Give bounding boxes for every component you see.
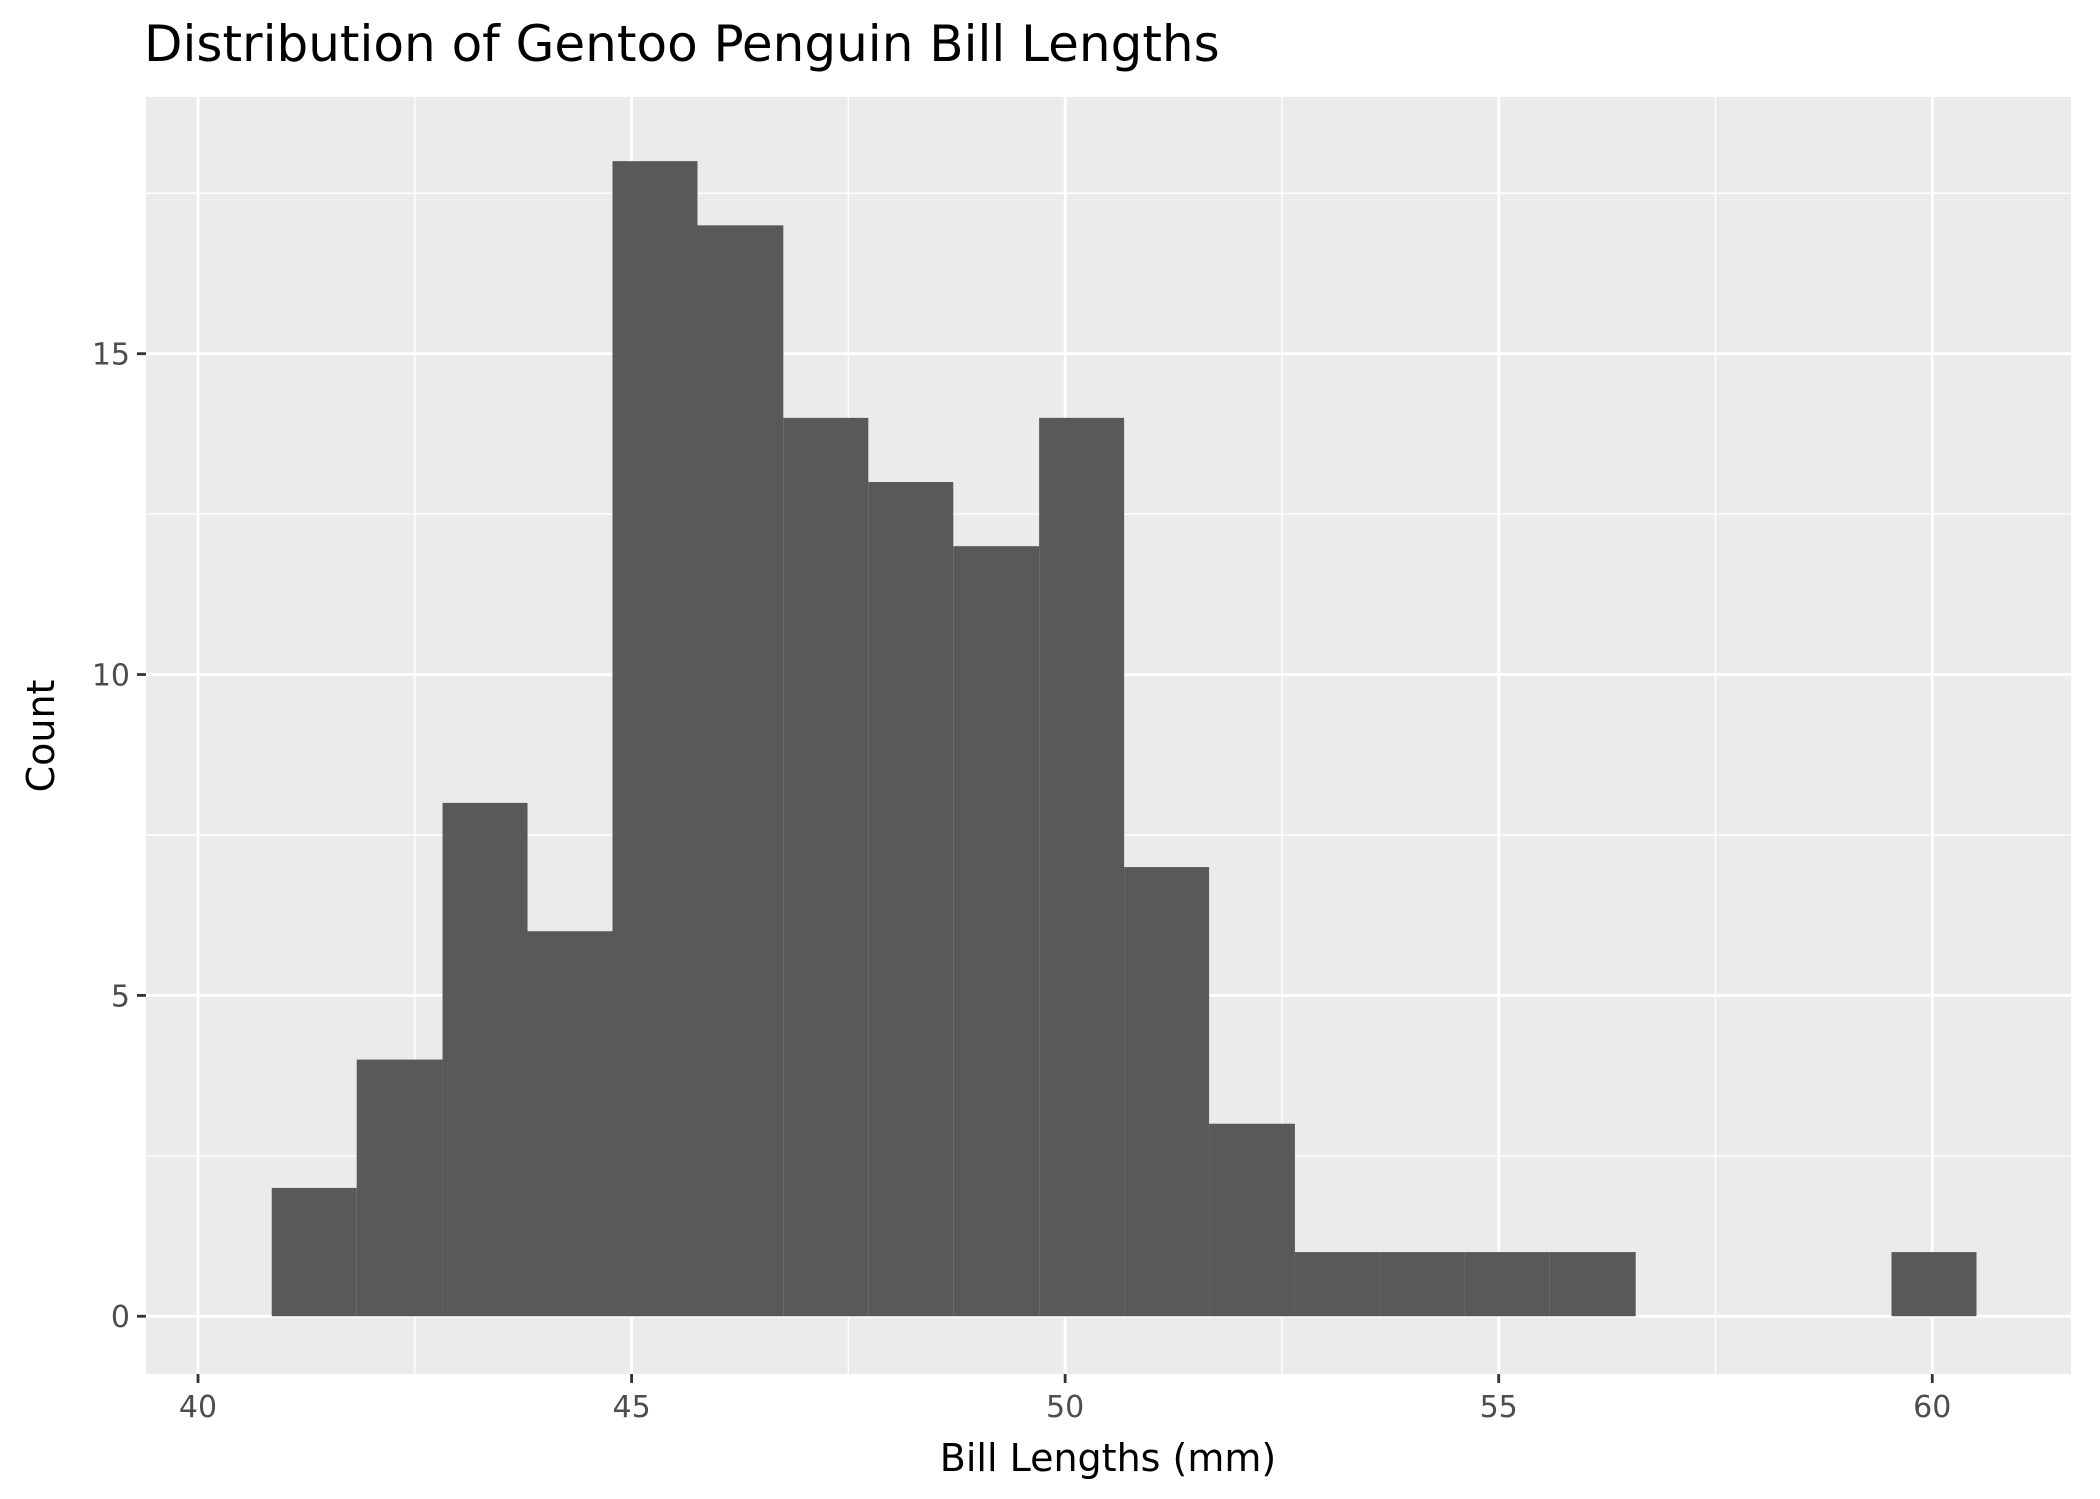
histogram-bar [356, 1059, 443, 1317]
histogram-bar [271, 1187, 357, 1317]
x-tick-label: 55 [1480, 1390, 1518, 1425]
y-tick-label: 0 [111, 1300, 130, 1335]
x-axis-ticks: 40 45 50 55 60 [179, 1374, 1951, 1425]
histogram-bar [1294, 1252, 1380, 1317]
chart-title: Distribution of Gentoo Penguin Bill Leng… [144, 15, 1220, 73]
histogram-bar [1464, 1252, 1550, 1317]
y-axis-ticks: 0 5 10 15 [92, 338, 146, 1335]
histogram-bar [697, 225, 784, 1317]
histogram-bar [1549, 1252, 1636, 1317]
x-axis-title: Bill Lengths (mm) [940, 1436, 1276, 1480]
histogram-bar [1379, 1252, 1465, 1317]
histogram-bar [442, 802, 528, 1317]
x-tick-label: 50 [1046, 1390, 1084, 1425]
histogram-bar [612, 161, 698, 1317]
histogram-bar [1124, 867, 1210, 1317]
y-tick-label: 15 [92, 338, 130, 373]
histogram-bar [868, 482, 954, 1317]
y-tick-label: 10 [92, 659, 130, 694]
histogram-bar [783, 417, 869, 1317]
y-tick-label: 5 [111, 979, 130, 1014]
x-tick-label: 40 [179, 1390, 217, 1425]
histogram-bar [1891, 1252, 1977, 1317]
histogram-bar [527, 931, 613, 1317]
histogram-bar [1209, 1123, 1295, 1317]
x-tick-label: 45 [612, 1390, 650, 1425]
histogram-bar [1039, 417, 1125, 1317]
x-tick-label: 60 [1913, 1390, 1951, 1425]
histogram-bar [953, 546, 1040, 1317]
y-axis-title: Count [19, 680, 63, 793]
histogram-bars [271, 161, 1977, 1317]
